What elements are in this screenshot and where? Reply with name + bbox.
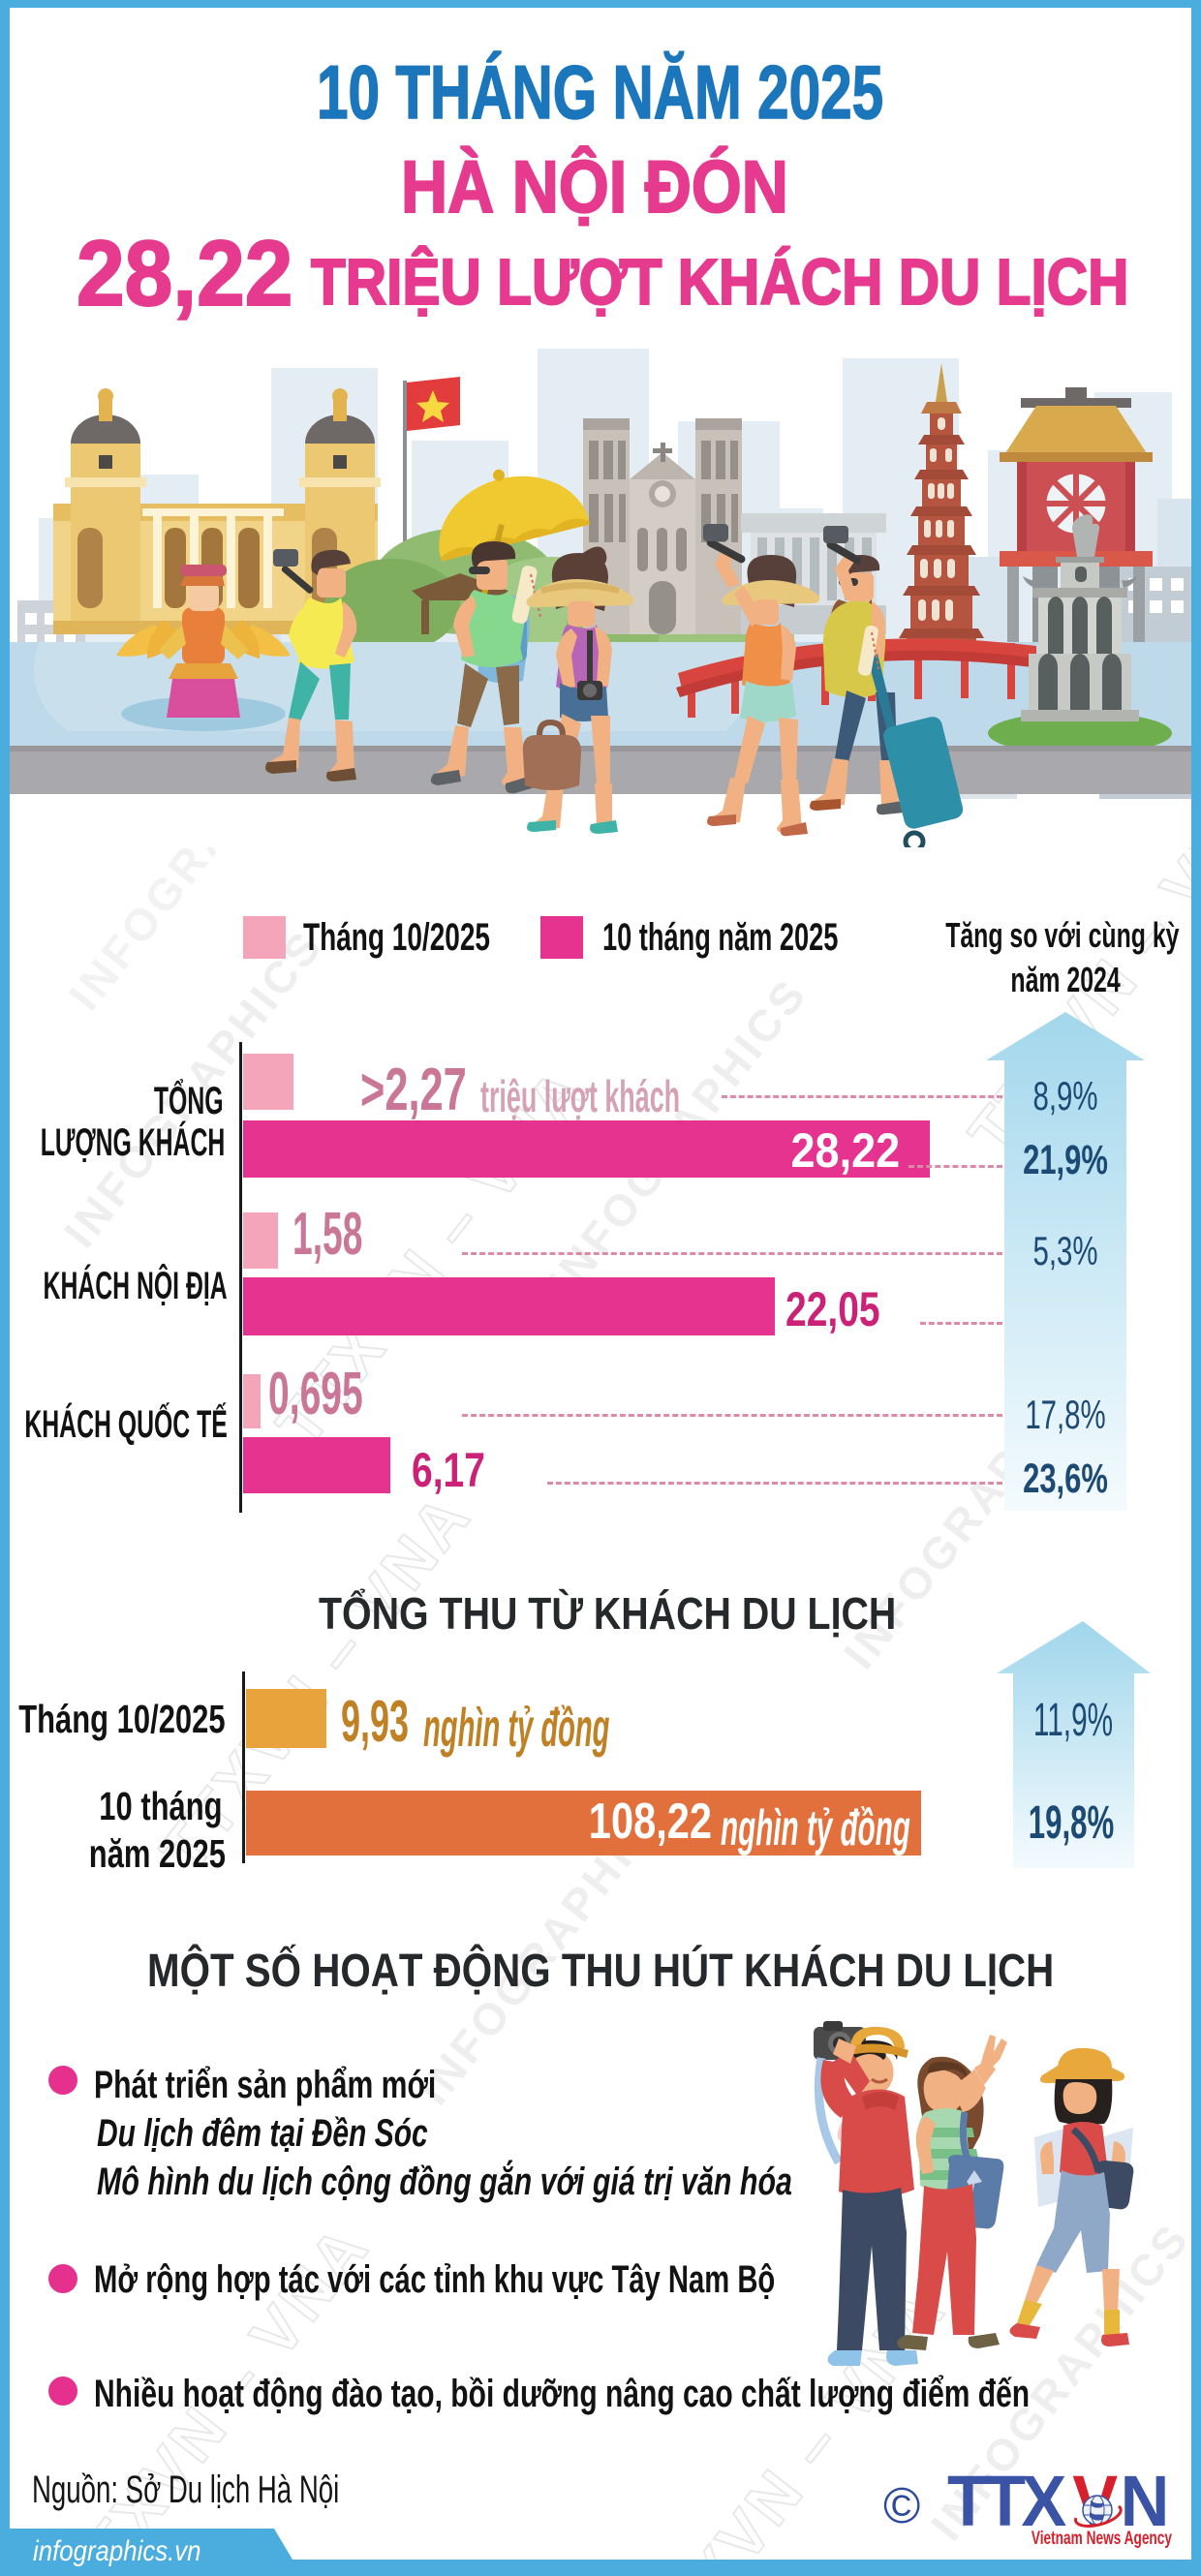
svg-text:N: N — [1121, 2469, 1170, 2541]
svg-text:TTX: TTX — [947, 2469, 1066, 2541]
svg-text:Vietnam News Agency: Vietnam News Agency — [1032, 2528, 1173, 2549]
